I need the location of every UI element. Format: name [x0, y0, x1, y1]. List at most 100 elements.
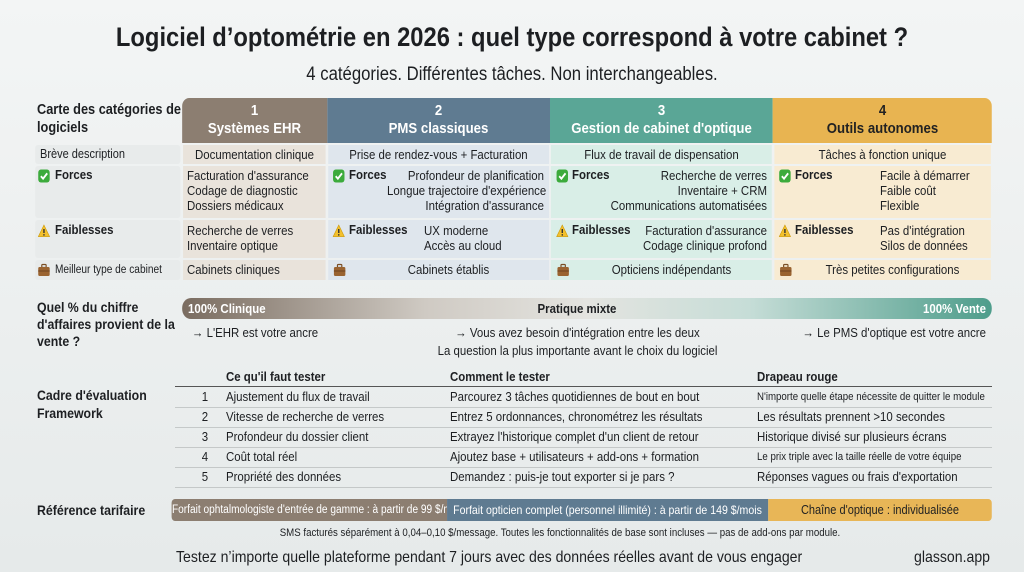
- cell-bg: [773, 260, 991, 280]
- category-number: 3: [657, 102, 666, 119]
- cell-bg: [182, 220, 326, 258]
- list-item: Recherche de verres: [660, 168, 767, 183]
- framework-header: Comment le tester: [449, 369, 550, 384]
- test: Vitesse de recherche de verres: [225, 409, 385, 424]
- list-item: Intégration d'assurance: [425, 198, 544, 213]
- category-number: 4: [878, 102, 887, 119]
- warn-icon: [37, 224, 51, 237]
- method: Entrez 5 ordonnances, chronométrez les r…: [449, 409, 703, 424]
- row-number: 1: [201, 389, 209, 404]
- category-header: [550, 98, 773, 143]
- list-item: Silos de données: [880, 238, 968, 253]
- category-header: [181, 98, 327, 143]
- category-map-label: Carte des catégories de logiciels: [36, 102, 181, 136]
- check-icon: [333, 169, 345, 183]
- method: Parcourez 3 tâches quotidiennes de bout …: [449, 389, 700, 404]
- category-description: Documentation clinique: [195, 147, 314, 162]
- list-item: Flexible: [880, 198, 920, 213]
- list-item: Facile à démarrer: [880, 168, 970, 183]
- best-fit: Cabinets cliniques: [187, 262, 280, 277]
- note: → Vous avez besoin d'intégration entre l…: [455, 325, 700, 340]
- row-number: 2: [201, 409, 209, 424]
- list-item: Profondeur de planification: [407, 168, 544, 183]
- note: → L'EHR est votre ancre: [191, 325, 319, 340]
- category-name: Outils autonomes: [826, 120, 939, 137]
- red-flag: Le prix triple avec la taille réelle de …: [756, 451, 962, 463]
- cell-label: Forces: [572, 167, 610, 182]
- row-number: 4: [201, 449, 209, 464]
- row-label-bg: [34, 260, 180, 280]
- subtitle: 4 catégories. Différentes tâches. Non in…: [306, 64, 718, 85]
- cell-bg: [773, 166, 991, 218]
- list-item: Accès au cloud: [423, 238, 502, 253]
- cell-bg: [327, 220, 549, 258]
- category-number: 2: [434, 102, 443, 119]
- best-fit: Cabinets établis: [407, 262, 490, 277]
- row-label-bg: [34, 166, 180, 218]
- brand: glasson.app: [914, 549, 990, 566]
- row-number: 5: [201, 469, 209, 484]
- list-item: Recherche de verres: [187, 223, 294, 238]
- pricing-label: Référence tarifaire: [36, 502, 146, 518]
- test: Propriété des données: [225, 469, 342, 484]
- cell-bg: [550, 166, 772, 218]
- red-flag: Les résultats prennent >10 secondes: [756, 409, 945, 424]
- list-item: Faible coût: [880, 183, 936, 198]
- category-description: Flux de travail de dispensation: [584, 147, 739, 162]
- cell-bg: [182, 260, 326, 280]
- pricing-note: SMS facturés séparément à 0,04–0,10 $/me…: [279, 527, 841, 539]
- cell-bg: [182, 145, 326, 164]
- key-question: La question la plus importante avant le …: [437, 343, 718, 358]
- warn-icon: [778, 224, 792, 237]
- pricing-tier: Forfait ophtalmologiste d'entrée de gamm…: [171, 499, 447, 521]
- category-header: [772, 98, 992, 143]
- test: Coût total réel: [225, 449, 298, 464]
- note: → Le PMS d'optique est votre ancre: [802, 325, 986, 340]
- method: Extrayez l'historique complet d'un clien…: [449, 429, 699, 444]
- cell-label: Faiblesses: [794, 222, 854, 237]
- test: Ajustement du flux de travail: [225, 389, 370, 404]
- list-item: Inventaire optique: [187, 238, 278, 253]
- check-icon: [38, 169, 50, 183]
- row-label-bg: [34, 145, 180, 164]
- case-icon: [780, 263, 792, 276]
- list-item: Communications automatisées: [610, 198, 767, 213]
- category-description: Prise de rendez-vous + Facturation: [349, 147, 528, 162]
- row-label: Meilleur type de cabinet: [55, 264, 162, 276]
- call-to-action: Testez n’importe quelle plateforme penda…: [176, 549, 803, 566]
- best-fit: Très petites configurations: [825, 262, 960, 277]
- cell-bg: [182, 166, 326, 218]
- category-name: Systèmes EHR: [207, 120, 302, 137]
- spectrum-middle: Pratique mixte: [537, 301, 617, 316]
- pricing-tier: Forfait opticien complet (personnel illi…: [446, 499, 768, 521]
- category-description: Tâches à fonction unique: [818, 147, 947, 162]
- framework-header: Drapeau rouge: [756, 369, 838, 384]
- list-item: Codage clinique profond: [642, 238, 767, 253]
- cell-bg: [550, 145, 772, 164]
- best-fit: Opticiens indépendants: [611, 262, 732, 277]
- framework-label: Cadre d'évaluation Framework: [36, 387, 147, 421]
- cell-label: Forces: [348, 167, 387, 182]
- list-item: Dossiers médicaux: [187, 198, 284, 213]
- category-number: 1: [250, 102, 259, 119]
- cell-bg: [327, 145, 549, 164]
- category-header: [326, 98, 550, 143]
- row-label: Forces: [55, 167, 93, 182]
- warn-icon: [555, 224, 569, 237]
- row-label-bg: [34, 220, 180, 258]
- cell-bg: [327, 260, 549, 280]
- cell-label: Faiblesses: [572, 222, 631, 237]
- row-label: Brève description: [39, 147, 125, 161]
- cell-bg: [773, 220, 991, 258]
- case-icon: [334, 263, 346, 276]
- cell-bg: [327, 166, 549, 218]
- framework-header: Ce qu'il faut tester: [225, 369, 326, 384]
- list-item: Codage de diagnostic: [187, 183, 298, 198]
- list-item: Inventaire + CRM: [677, 183, 767, 198]
- category-name: PMS classiques: [388, 120, 489, 137]
- question: Quel % du chiffre d'affaires provient de…: [36, 299, 175, 349]
- red-flag: N'importe quelle étape nécessite de quit…: [756, 391, 985, 403]
